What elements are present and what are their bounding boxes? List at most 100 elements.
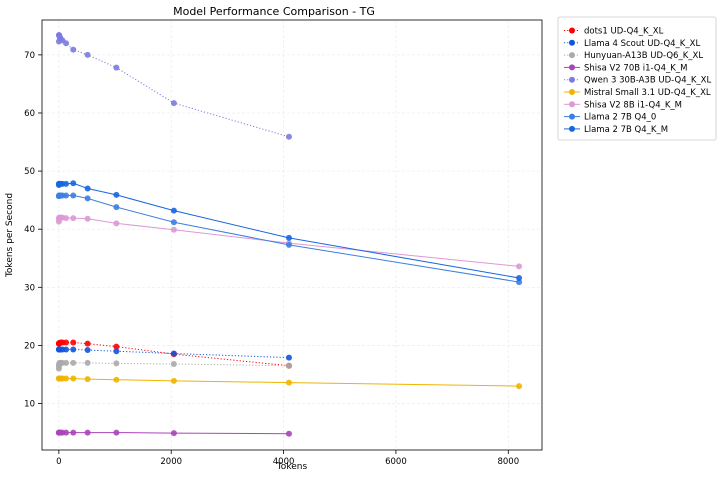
y-tick-label: 50 [24,167,35,177]
legend-item: Qwen 3 30B-A3B UD-Q4_K_XL [564,76,711,86]
legend-label: dots1 UD-Q4_K_XL [584,27,664,37]
data-point [63,40,70,47]
data-point [285,362,292,369]
series-1 [55,346,292,361]
data-point [285,241,292,248]
data-point [285,430,292,437]
series-4 [55,32,292,140]
legend-label: Llama 4 Scout UD-Q4_K_XL [584,39,700,49]
x-tick-label: 2000 [160,457,182,467]
data-point [63,346,70,353]
legend-label: Mistral Small 3.1 UD-Q4_K_XL [584,88,711,98]
data-point [84,359,91,366]
legend-label: Llama 2 7B Q4_0 [584,113,656,123]
x-tick-label: 4000 [273,457,295,467]
data-point [113,343,120,350]
y-tick-label: 60 [24,109,35,119]
data-point [113,376,120,383]
y-tick-label: 20 [24,341,35,351]
data-point [63,215,70,222]
data-point [113,360,120,367]
series-3 [55,429,292,437]
data-point [84,51,91,58]
legend-marker [569,27,575,34]
data-point [170,226,177,233]
legend-label: Hunyuan-A13B UD-Q6_K_XL [584,51,703,61]
data-point [113,204,120,211]
data-point [516,383,523,390]
legend-item: Llama 2 7B Q4_0 [564,113,656,123]
legend-item: Llama 2 7B Q4_K_M [564,125,668,135]
data-point [63,180,70,187]
data-point [285,354,292,361]
data-point [113,429,120,436]
data-point [285,133,292,140]
legend-label: Qwen 3 30B-A3B UD-Q4_K_XL [584,76,711,86]
data-point [84,347,91,354]
series-5 [55,375,523,390]
data-point [84,340,91,347]
data-point [70,359,77,366]
x-tick-label: 6000 [385,457,407,467]
y-tick-label: 10 [24,400,35,410]
data-point [113,220,120,227]
data-point [170,430,177,437]
legend: dots1 UD-Q4_K_XL Llama 4 Scout UD-Q4_K_XL… [557,16,717,141]
data-point [70,215,77,222]
data-point [70,375,77,382]
series-7 [55,192,523,286]
data-point [516,275,523,281]
x-tick-label: 0 [56,457,61,467]
legend-item: Hunyuan-A13B UD-Q6_K_XL [564,51,703,61]
data-point [84,195,91,202]
legend-marker [569,101,575,108]
y-tick-label: 70 [24,51,35,61]
data-point [84,376,91,383]
data-point [63,339,70,346]
legend-marker [569,89,575,95]
data-point [516,263,523,270]
legend-item: Llama 4 Scout UD-Q4_K_XL [564,39,700,49]
plot-frame [41,19,543,451]
data-point [70,46,77,53]
legend-marker [569,113,575,120]
data-point [84,215,91,222]
y-tick-label: 30 [24,283,35,293]
data-point [63,359,70,366]
data-point [285,379,292,386]
data-point [113,348,120,355]
series-8 [55,180,523,281]
data-point [113,64,120,71]
data-point [63,192,70,199]
legend-item: Shisa V2 70B i1-Q4_K_M [564,63,687,73]
data-point [63,429,70,436]
x-axis-label: Tokens [276,462,308,472]
legend-label: Llama 2 7B Q4_K_M [584,125,668,135]
data-point [113,191,120,198]
data-point [84,429,91,436]
data-point [170,377,177,384]
y-axis-label: Tokens per Second [5,193,15,278]
data-point [170,350,177,357]
data-point [63,375,70,382]
legend-marker [569,125,575,132]
data-point [70,339,77,346]
series-layer [55,32,523,437]
data-point [170,207,177,214]
data-point [285,234,292,241]
grid [42,20,542,450]
legend-label: Shisa V2 8B i1-Q4_K_M [584,100,682,110]
data-point [170,100,177,107]
y-tick-label: 40 [24,225,35,235]
legend-marker [569,52,575,59]
data-point [170,361,177,367]
data-point [84,185,91,192]
legend-label: Shisa V2 70B i1-Q4_K_M [584,63,687,73]
data-point [70,429,77,436]
chart-title: Model Performance Comparison - TG [173,5,375,18]
data-point [70,346,77,353]
legend-item: Mistral Small 3.1 UD-Q4_K_XL [564,88,711,98]
data-point [170,219,177,226]
series-2 [55,359,292,372]
